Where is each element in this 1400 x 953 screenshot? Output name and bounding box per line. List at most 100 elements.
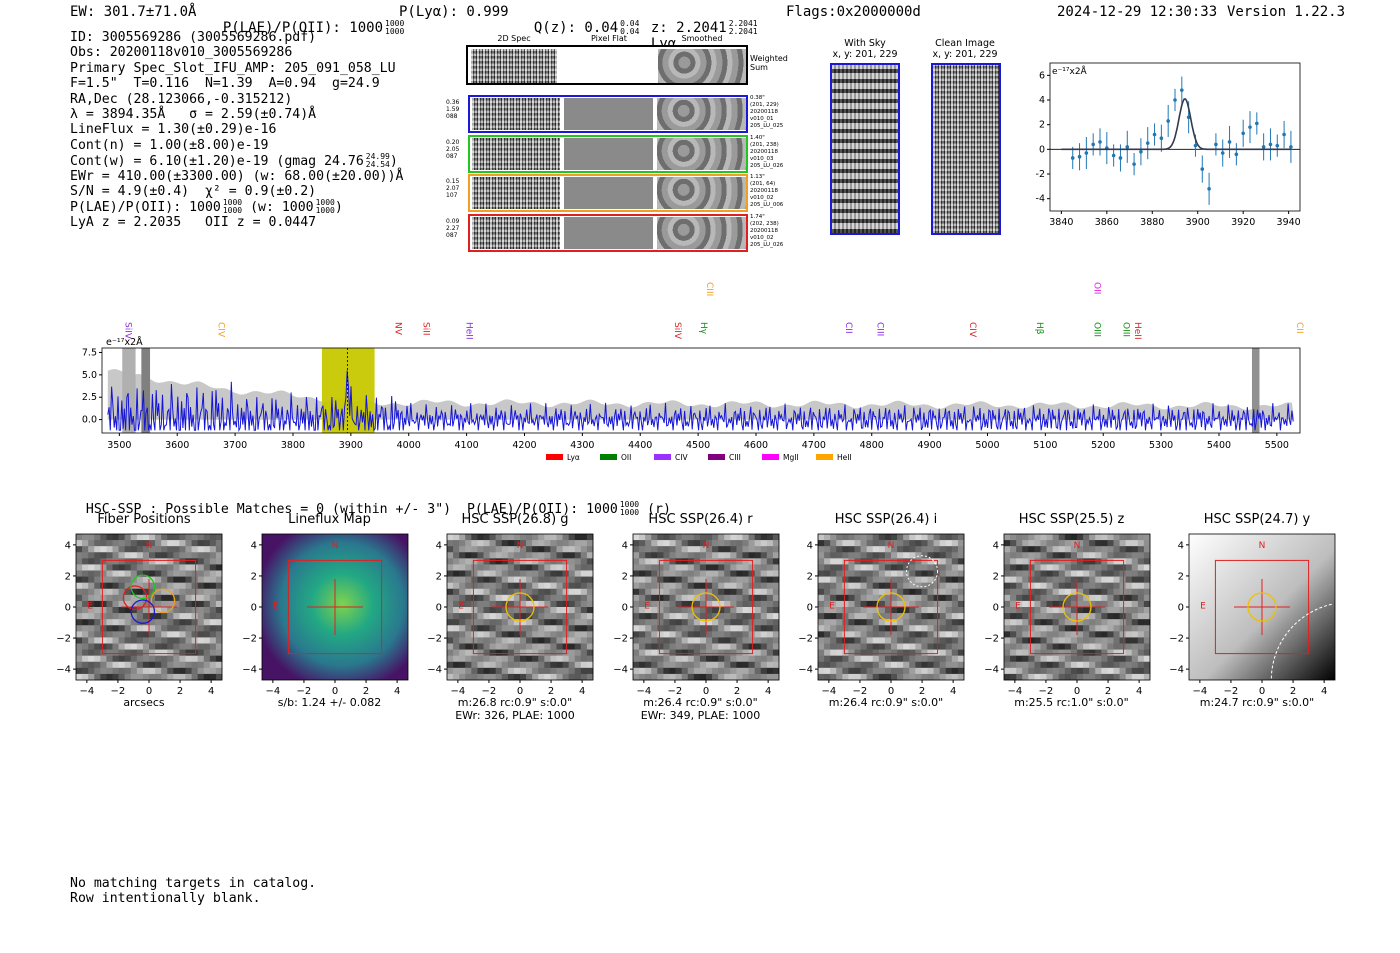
hsc-pixel <box>1027 655 1035 663</box>
with-sky-image <box>830 63 900 235</box>
hsc-panel: HSC SSP(26.4) r N E −4 −2 0 2 4 4 2 0 −2 −4 m:26.4 rc… <box>605 512 795 722</box>
hsc-pixel <box>830 673 837 681</box>
hsc-pixel <box>903 631 910 638</box>
hsc-pixel <box>112 576 119 583</box>
hsc-pixel <box>1137 600 1144 608</box>
hsc-pixel <box>483 564 490 571</box>
hsc-pixel <box>215 619 223 626</box>
catalog-note-line2: Row intentionally blank. <box>70 891 261 907</box>
hsc-pixel <box>495 600 503 608</box>
hsc-y-tick-label: −4 <box>242 665 257 676</box>
hsc-pixel <box>681 625 688 632</box>
hsc-pixel <box>848 552 855 559</box>
hsc-pixel <box>711 564 718 571</box>
hsc-pixel <box>848 673 855 681</box>
hsc-pixel <box>842 570 849 577</box>
hsc-pixel <box>507 643 515 650</box>
hsc-pixel <box>945 667 953 675</box>
catalog-note: No matching targets in catalog. Row inte… <box>70 876 316 907</box>
hsc-pixel <box>650 667 658 675</box>
hsc-pixel <box>638 613 645 620</box>
hsc-pixel <box>76 643 83 650</box>
hsc-pixel <box>909 564 916 571</box>
hsc-pixel <box>824 607 831 614</box>
hsc-pixel <box>1009 594 1016 602</box>
hsc-pixel <box>1143 600 1150 608</box>
hsc-pixel <box>142 667 150 675</box>
hsc-pixel <box>760 588 767 596</box>
hsc-pixel <box>1052 558 1059 565</box>
hsc-pixel <box>136 576 144 583</box>
hsc-pixel <box>711 546 718 553</box>
hsc-pixel <box>550 667 557 675</box>
hsc-pixel <box>82 661 89 669</box>
hsc-pixel <box>1046 546 1053 553</box>
hsc-pixel <box>903 667 910 675</box>
hsc-pixel <box>748 619 755 626</box>
hsc-pixel <box>662 576 670 583</box>
hsc-pixel <box>729 588 737 596</box>
hsc-pixel <box>854 619 861 626</box>
hsc-pixel <box>903 582 910 590</box>
hsc-pixel <box>766 558 773 565</box>
hsc-pixel <box>1027 637 1035 644</box>
hsc-pixel <box>1125 667 1132 675</box>
hsc-pixel <box>477 594 484 602</box>
hsc-pixel <box>477 643 484 650</box>
hsc-pixel <box>447 673 454 681</box>
hsc-pixel <box>742 643 749 650</box>
hsc-pixel <box>580 631 588 638</box>
hsc-pixel <box>459 540 466 547</box>
hsc-pixel <box>1058 655 1065 663</box>
hsc-pixel <box>1094 540 1102 547</box>
hsc-pixel <box>939 643 947 650</box>
hsc-pixel <box>1137 613 1144 620</box>
hsc-pixel <box>909 552 916 559</box>
hsc-pixel <box>742 649 749 656</box>
hsc-pixel <box>130 661 138 669</box>
hsc-pixel <box>106 655 113 663</box>
hsc-pixel <box>699 570 706 577</box>
emission-line-label: CII <box>1294 322 1304 334</box>
cutout-2d <box>472 137 560 170</box>
hsc-pixel <box>1119 643 1126 650</box>
hsc-pixel <box>705 643 712 650</box>
hsc-pixel <box>562 643 569 650</box>
hsc-pixel <box>1021 540 1029 547</box>
hsc-pixel <box>88 600 95 608</box>
hsc-pixel <box>939 667 947 675</box>
hsc-pixel <box>681 619 688 626</box>
hsc-pixel <box>766 667 773 675</box>
bright-source-arc <box>1270 603 1334 679</box>
hsc-pixel <box>903 619 910 626</box>
cutout-right-meta: 0.38" (201, 229) 20200118 v010_01 205_LU_025 <box>750 95 810 130</box>
zoom-data-point <box>1166 119 1170 123</box>
hsc-pixel <box>735 667 743 675</box>
hsc-pixel <box>118 631 125 638</box>
hsc-pixel <box>854 534 861 541</box>
hsc-pixel <box>638 643 645 650</box>
hsc-pixel <box>489 540 496 547</box>
hsc-pixel <box>662 649 670 656</box>
hsc-pixel <box>520 600 527 608</box>
hsc-pixel <box>185 546 192 553</box>
hsc-pixel <box>562 625 569 632</box>
hsc-pixel <box>82 655 89 663</box>
hsc-pixel <box>742 667 749 675</box>
hsc-pixel <box>1125 552 1132 559</box>
hsc-pixel <box>550 546 557 553</box>
hsc-pixel <box>951 594 959 602</box>
hsc-pixel <box>662 637 670 644</box>
hsc-pixel <box>891 582 898 590</box>
hsc-pixel <box>897 570 904 577</box>
hsc-pixel <box>897 649 904 656</box>
hsc-pixel <box>173 667 180 675</box>
hsc-pixel <box>717 540 725 547</box>
hsc-pixel <box>100 546 107 553</box>
hsc-pixel <box>495 667 503 675</box>
hsc-pixel <box>1015 546 1023 553</box>
hsc-pixel <box>772 643 779 650</box>
hsc-pixel <box>477 534 484 541</box>
hsc-pixel <box>729 637 737 644</box>
